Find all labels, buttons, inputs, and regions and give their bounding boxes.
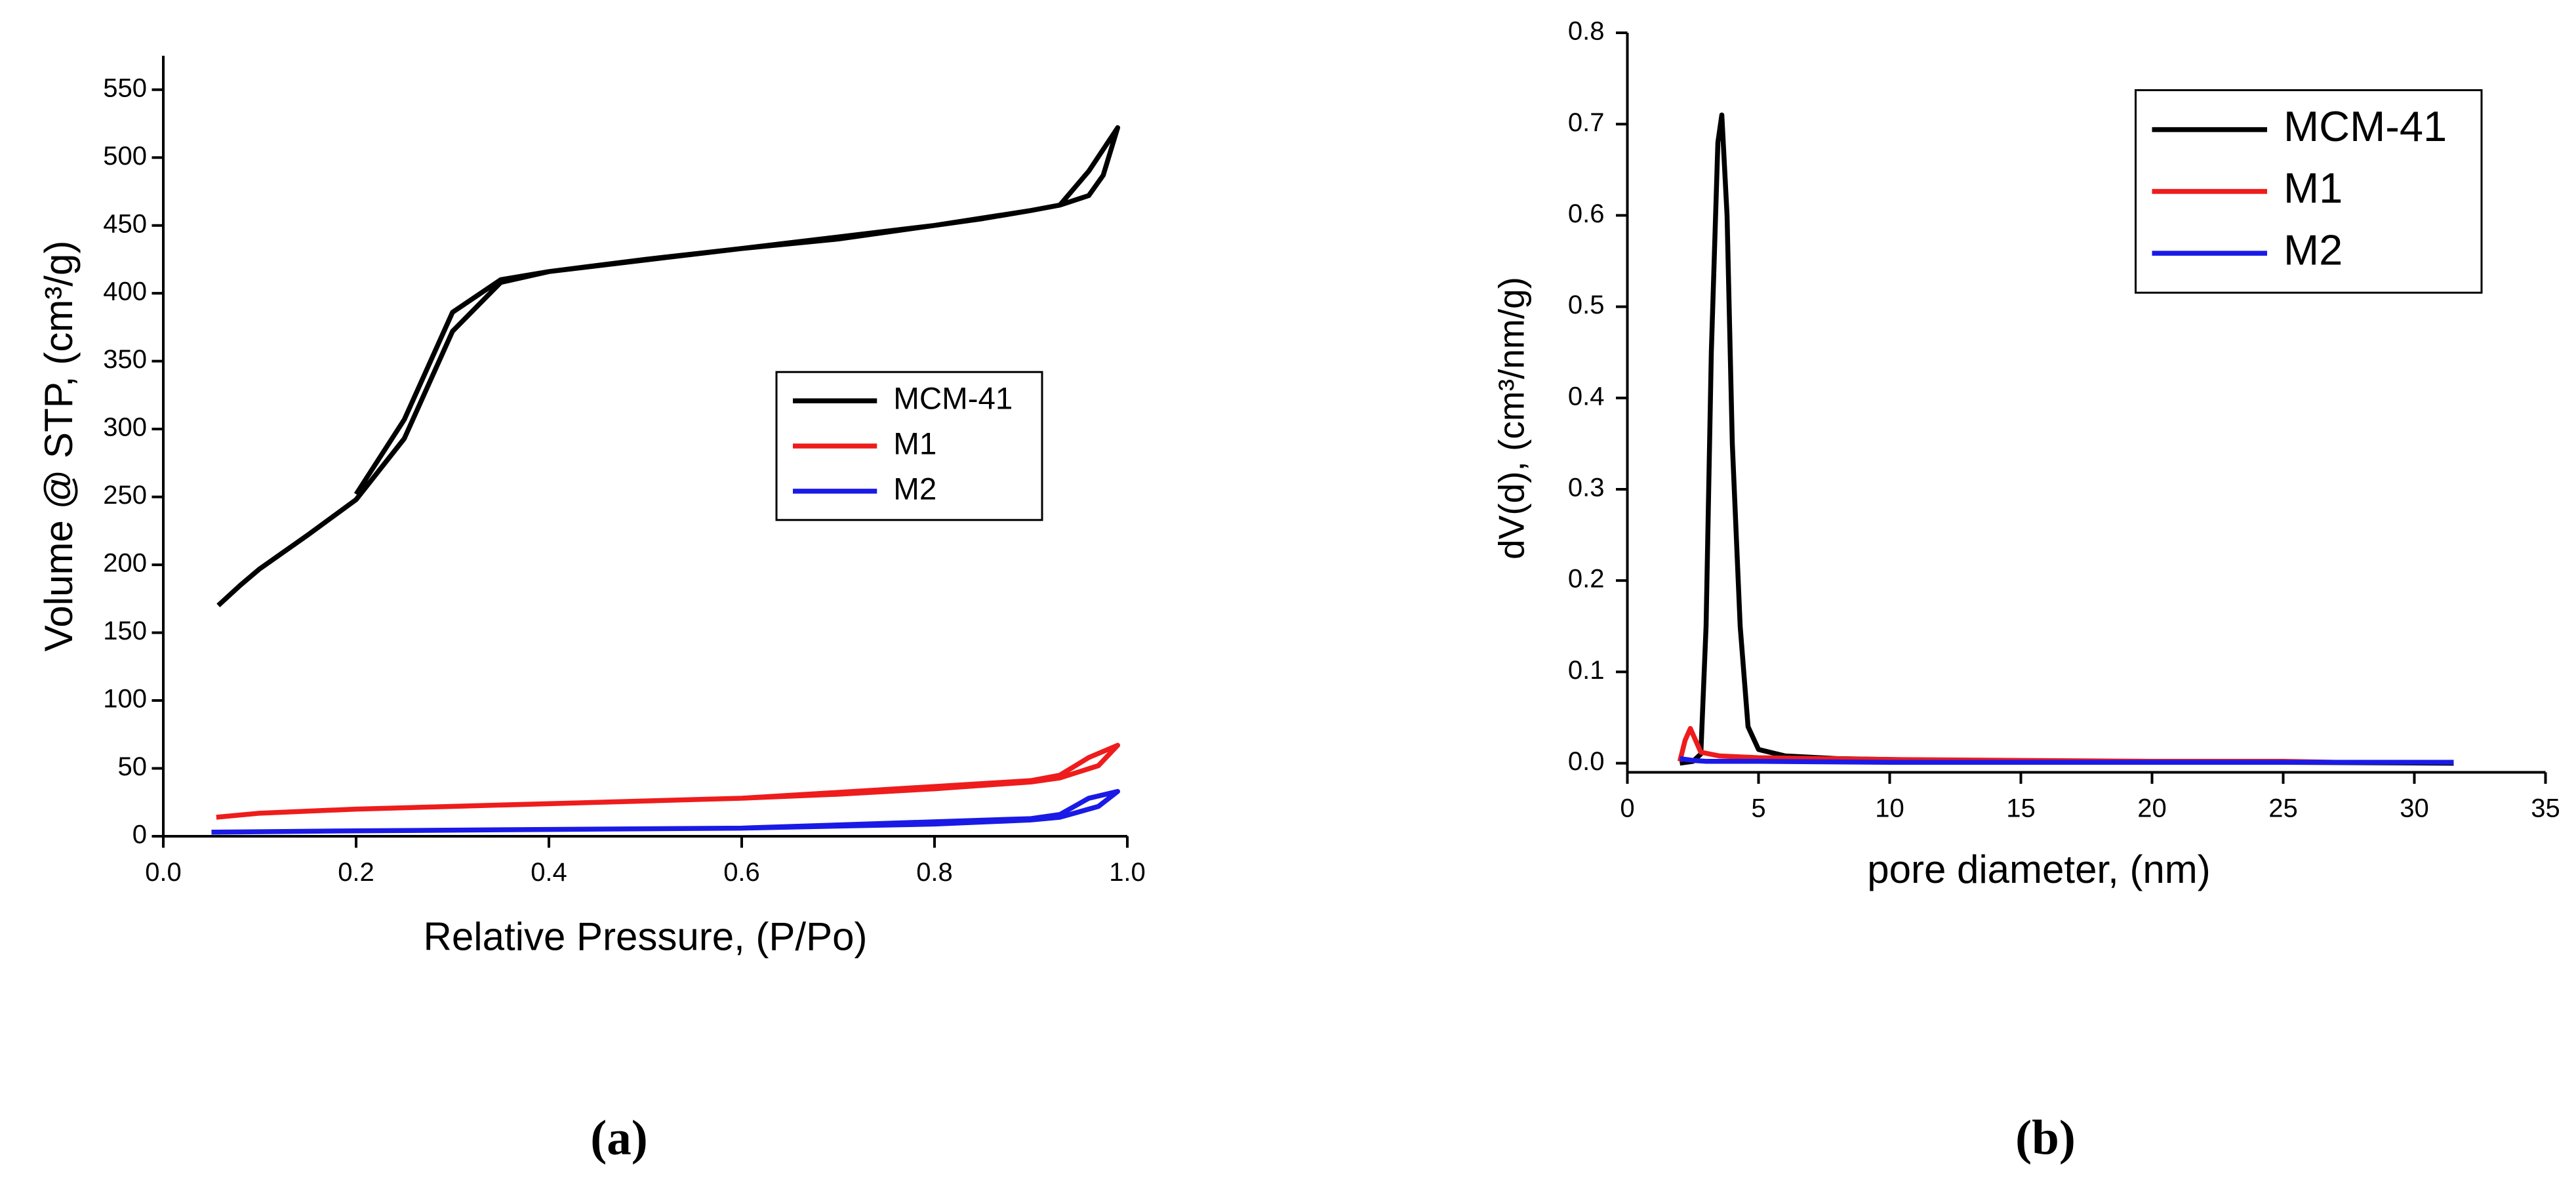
y-tick-label: 250 (103, 481, 147, 510)
y-tick-label: 0.4 (1568, 382, 1605, 411)
y-tick-label: 0.0 (1568, 747, 1605, 776)
series-line (211, 788, 1121, 835)
y-tick-label: 200 (103, 549, 147, 578)
y-axis-title: dV(d), (cm³/nm/g) (1491, 277, 1532, 559)
x-axis-title: pore diameter, (nm) (1867, 847, 2211, 891)
y-tick-label: 0.7 (1568, 108, 1605, 137)
y-tick-label: 0.5 (1568, 291, 1605, 319)
y-tick-label: 300 (103, 413, 147, 442)
series-line (216, 742, 1121, 820)
x-axis-title: Relative Pressure, (P/Po) (424, 914, 868, 958)
series-line (1679, 756, 2454, 765)
panel-label: (b) (2015, 1111, 2076, 1166)
y-tick-label: 100 (103, 685, 147, 714)
legend-label: M1 (893, 427, 936, 462)
chart: 0 5 10 15 20 25 30 35 0.0 0.1 0.2 0.3 0.4 0.5 0.6 0.7 0.… (1491, 17, 2560, 1166)
x-tick-label: 15 (2006, 794, 2036, 823)
legend-label: MCM-41 (893, 382, 1013, 416)
chart: 0.0 0.2 0.4 0.6 0.8 1.0 0 50 100 150 200 250 300 350 4… (37, 56, 1146, 1166)
x-tick-label: 1.0 (1109, 858, 1146, 887)
y-tick-label: 0.6 (1568, 199, 1605, 228)
y-tick-label: 50 (118, 752, 148, 781)
y-tick-label: 450 (103, 209, 147, 238)
y-tick-label: 550 (103, 73, 147, 102)
panel-label: (a) (590, 1111, 647, 1166)
x-tick-label: 5 (1751, 794, 1765, 823)
legend: MCM-41 M1 M2 (2135, 89, 2483, 294)
x-tick-label: 10 (1875, 794, 1904, 823)
y-tick-label: 500 (103, 142, 147, 171)
y-tick-label: 400 (103, 277, 147, 306)
y-tick-label: 0.3 (1568, 474, 1605, 502)
legend-label: M2 (2284, 226, 2343, 274)
y-tick-label: 0.1 (1568, 656, 1605, 685)
x-tick-label: 0.8 (916, 858, 953, 887)
x-tick-label: 30 (2400, 794, 2429, 823)
x-tick-label: 0.4 (531, 858, 567, 887)
x-tick-label: 0.6 (723, 858, 760, 887)
y-tick-label: 0.8 (1568, 17, 1605, 46)
x-tick-label: 0.0 (145, 858, 182, 887)
y-axis-title: Volume @ STP, (cm³/g) (37, 241, 81, 652)
series-line (1677, 725, 2336, 765)
x-tick-label: 35 (2531, 794, 2560, 823)
legend-label: M2 (893, 472, 936, 506)
y-tick-label: 150 (103, 617, 147, 645)
y-tick-label: 350 (103, 345, 147, 374)
x-tick-label: 0 (1620, 794, 1634, 823)
x-tick-label: 25 (2268, 794, 2298, 823)
x-tick-label: 20 (2137, 794, 2167, 823)
y-tick-label: 0.2 (1568, 565, 1605, 594)
legend: MCM-41 M1 M2 (775, 371, 1043, 521)
x-tick-label: 0.2 (338, 858, 374, 887)
legend-label: M1 (2284, 164, 2343, 212)
series-line (216, 125, 1121, 607)
legend-label: MCM-41 (2284, 102, 2447, 150)
y-tick-label: 0 (132, 821, 147, 849)
